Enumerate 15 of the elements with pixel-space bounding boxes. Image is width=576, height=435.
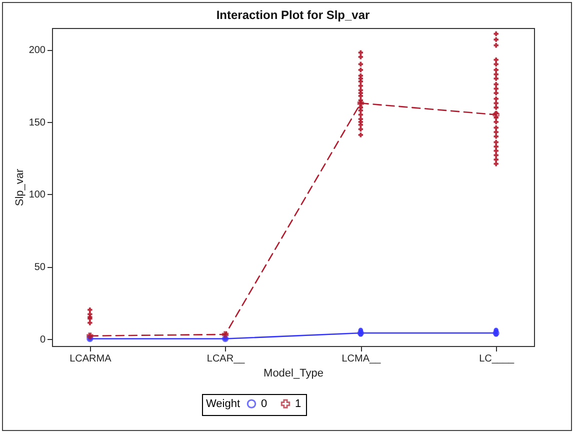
x-tick-label: LCAR__ xyxy=(206,354,246,364)
legend-title: Weight xyxy=(206,398,240,410)
y-tick-label: 100 xyxy=(28,190,46,201)
chart-title: Interaction Plot for Slp_var xyxy=(216,8,370,22)
legend-label: 0 xyxy=(261,398,268,410)
x-tick-label: LCARMA xyxy=(70,354,112,364)
y-tick-label: 0 xyxy=(40,334,46,346)
y-axis-title: Slp_var xyxy=(14,168,26,206)
legend-label: 1 xyxy=(295,398,302,410)
x-axis-title: Model_Type xyxy=(264,368,324,380)
x-tick-label: LC____ xyxy=(479,354,515,364)
y-tick-label: 200 xyxy=(28,45,46,56)
x-tick-label: LCMA__ xyxy=(342,354,382,364)
y-tick-label: 50 xyxy=(34,262,46,273)
y-tick-label: 150 xyxy=(28,117,46,128)
